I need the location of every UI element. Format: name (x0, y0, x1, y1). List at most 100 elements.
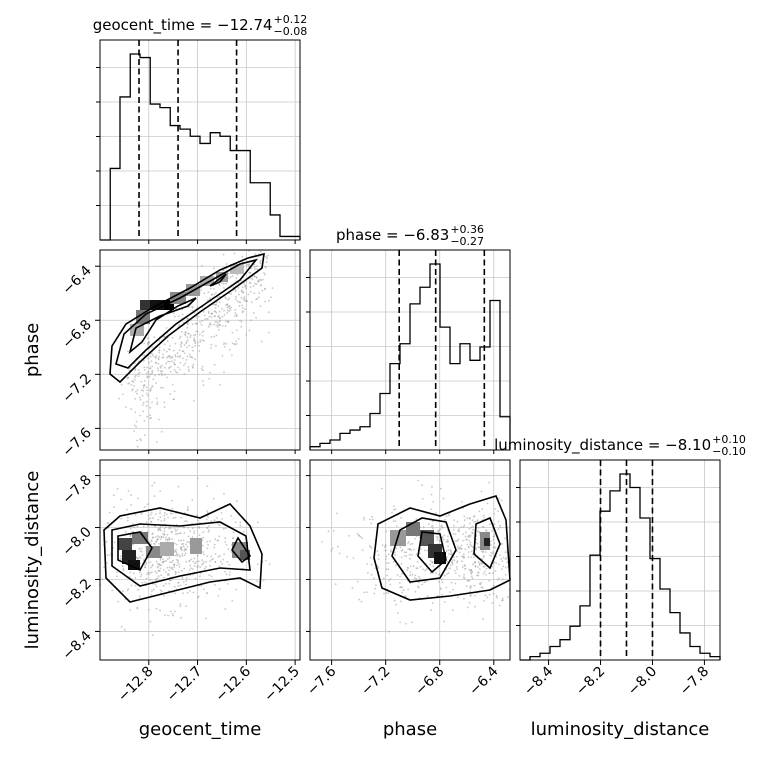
contour-line (109, 252, 265, 384)
sample-point (206, 555, 209, 558)
sample-point (418, 586, 420, 589)
sample-point (230, 514, 233, 517)
sample-point (174, 573, 177, 576)
sample-point (210, 575, 213, 578)
sample-point (467, 556, 470, 558)
sample-point (482, 572, 485, 575)
sample-point (217, 523, 220, 525)
sample-point (149, 355, 152, 358)
sample-point (158, 346, 161, 349)
sample-point (121, 590, 124, 593)
sample-point (413, 577, 416, 580)
sample-point (373, 577, 375, 580)
sample-point (496, 596, 498, 599)
sample-point (231, 354, 233, 357)
sample-point (257, 296, 260, 299)
sample-point (188, 353, 191, 356)
sample-point (396, 574, 399, 576)
sample-point (140, 573, 143, 576)
sample-point (208, 574, 211, 577)
sample-point (443, 620, 445, 623)
sample-point (200, 289, 202, 292)
sample-point (446, 540, 449, 543)
sample-point (394, 564, 397, 567)
sample-point (453, 569, 456, 572)
sample-point (476, 542, 479, 545)
sample-point (204, 318, 207, 321)
sample-point (268, 331, 270, 334)
sample-point (490, 544, 492, 546)
sample-point (182, 357, 184, 360)
panel-frame (309, 249, 511, 451)
sample-point (260, 279, 262, 282)
sample-point (160, 564, 163, 567)
sample-point (154, 356, 157, 358)
sample-point (189, 559, 191, 562)
sample-point (418, 577, 421, 580)
sample-point (429, 560, 432, 562)
sample-point (156, 577, 159, 580)
sample-point (407, 588, 410, 591)
sample-point (499, 554, 501, 557)
sample-point (165, 513, 168, 516)
title-main: phase = −6.83 (336, 226, 449, 244)
sample-point (504, 537, 506, 540)
sample-point (122, 568, 125, 570)
sample-point (431, 527, 434, 529)
histogram-layer (100, 40, 721, 661)
sample-point (126, 519, 129, 522)
sample-point (427, 523, 430, 526)
sample-point (171, 512, 174, 515)
sample-point (179, 603, 182, 606)
sample-point (439, 528, 442, 531)
sample-point (500, 499, 503, 502)
sample-point (192, 334, 195, 337)
sample-point (163, 343, 166, 346)
sample-point (244, 308, 246, 311)
sample-point (183, 547, 186, 550)
sample-point (194, 323, 197, 325)
sample-point (478, 568, 481, 570)
sample-point (430, 508, 433, 510)
sample-point (387, 592, 390, 594)
sample-point (157, 362, 160, 365)
sample-point (203, 340, 205, 342)
sample-point (241, 255, 244, 258)
sample-point (173, 542, 176, 545)
sample-point (183, 344, 186, 346)
sample-point (163, 511, 166, 514)
sample-point (481, 508, 484, 511)
sample-point (143, 384, 145, 387)
sample-point (366, 572, 369, 574)
sample-point (173, 312, 175, 314)
sample-point (135, 425, 138, 428)
sample-point (421, 484, 423, 487)
sample-point (210, 287, 212, 290)
sample-point (200, 584, 203, 587)
sample-point (444, 601, 446, 603)
sample-point (259, 305, 262, 307)
sample-point (431, 561, 434, 564)
sample-point (228, 307, 231, 309)
sample-point (473, 584, 476, 587)
sample-point (424, 569, 427, 572)
sample-point (160, 372, 163, 375)
sample-point (250, 267, 253, 270)
sample-point (187, 526, 190, 529)
sample-point (175, 543, 178, 546)
sample-point (472, 525, 474, 528)
sample-point (358, 535, 360, 537)
sample-point (474, 594, 477, 597)
sample-point (249, 271, 251, 274)
sample-point (175, 550, 177, 553)
sample-point (136, 439, 139, 442)
sample-point (185, 331, 188, 334)
sample-point (155, 571, 158, 574)
sample-point (243, 296, 246, 298)
sample-point (169, 393, 172, 395)
sample-point (214, 553, 217, 555)
sample-point (264, 265, 267, 268)
sample-point (415, 518, 418, 521)
sample-point (155, 585, 158, 588)
sample-point (140, 380, 143, 383)
